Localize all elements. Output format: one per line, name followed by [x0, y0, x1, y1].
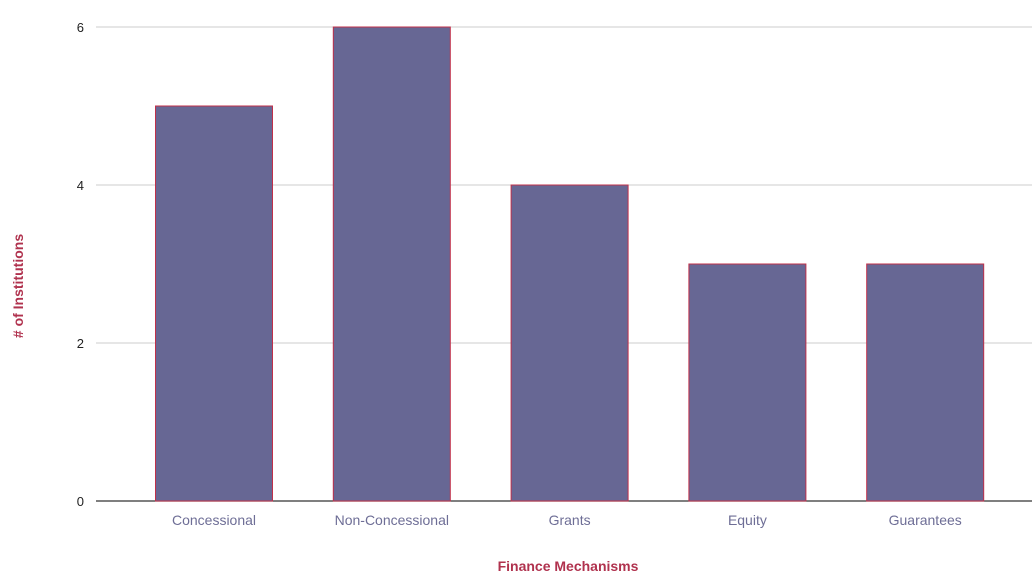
x-tick-label: Concessional — [172, 512, 256, 528]
bar-grants — [510, 184, 629, 502]
bar-equity — [688, 263, 807, 502]
y-axis-title: # of Institutions — [10, 234, 26, 338]
x-tick-label: Equity — [728, 512, 767, 528]
y-tick-label: 2 — [77, 336, 84, 351]
y-tick-label: 0 — [77, 494, 84, 509]
bar-guarantees — [866, 263, 985, 502]
x-tick-label: Non-Concessional — [335, 512, 449, 528]
x-axis-ticks: Concessional Non-Concessional Grants Equity… — [172, 512, 962, 528]
x-tick-label: Grants — [549, 512, 591, 528]
bars — [155, 26, 985, 502]
x-tick-label: Guarantees — [889, 512, 962, 528]
y-axis-ticks: 0 2 4 6 — [77, 20, 84, 509]
y-tick-label: 6 — [77, 20, 84, 35]
bar-concessional — [155, 105, 273, 502]
x-axis-title: Finance Mechanisms — [498, 558, 639, 572]
y-tick-label: 4 — [77, 178, 84, 193]
bar-non-concessional — [332, 26, 451, 502]
